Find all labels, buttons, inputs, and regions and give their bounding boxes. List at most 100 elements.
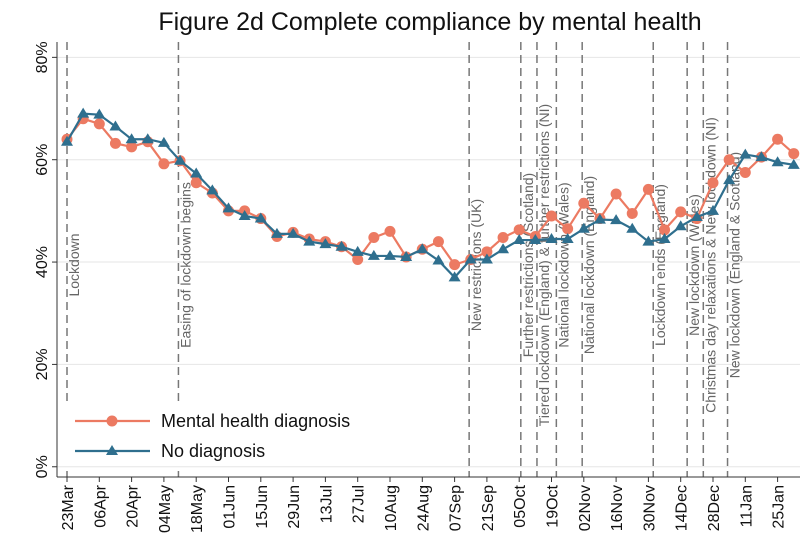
x-tick-label: 01Jun [222, 485, 239, 529]
point [351, 245, 364, 256]
point [157, 136, 170, 147]
y-tick-label: 60% [34, 144, 51, 176]
x-tick-label: 06Apr [92, 484, 109, 527]
x-tick-label: 10Aug [383, 485, 400, 531]
point [109, 137, 121, 149]
y-tick-label: 80% [34, 41, 51, 73]
point [222, 202, 235, 213]
legend-marker [106, 415, 118, 427]
point [158, 158, 170, 170]
point [546, 210, 557, 222]
point [788, 148, 800, 160]
point [125, 133, 138, 144]
annotation-text: New lockdown (Wales) [686, 194, 702, 336]
chart-title: Figure 2d Complete compliance by mental … [158, 8, 701, 36]
point [416, 243, 429, 254]
point [529, 234, 542, 245]
x-tick-label: 21Sep [480, 485, 497, 531]
point [723, 154, 735, 166]
point [755, 151, 768, 162]
point [61, 135, 73, 146]
point [319, 238, 332, 249]
point [497, 243, 510, 254]
x-tick-label: 07Sep [448, 485, 465, 531]
x-tick-label: 05Oct [512, 484, 529, 527]
x-tick-label: 23Mar [60, 484, 77, 530]
x-tick-label: 28Dec [706, 485, 723, 531]
point [739, 148, 752, 159]
point [481, 246, 493, 258]
point [658, 233, 671, 244]
annotation-text: Lockdown ends (England) [652, 184, 668, 346]
annotation-text: New lockdown (England & Scotland) [727, 152, 743, 378]
point [432, 254, 445, 265]
point [642, 183, 654, 195]
point [126, 141, 138, 153]
x-tick-label: 04May [157, 485, 174, 533]
annotation-text: Further restrictions (Scotland) [520, 173, 536, 357]
point [707, 177, 719, 189]
point [626, 222, 639, 233]
point [464, 253, 477, 264]
point [626, 207, 638, 219]
x-tick-label: 02Nov [577, 485, 594, 531]
x-tick-label: 24Aug [415, 485, 432, 531]
x-tick-label: 25Jan [771, 485, 788, 529]
x-tick-label: 19Oct [545, 484, 562, 527]
point [561, 233, 574, 244]
point [206, 184, 219, 195]
point [771, 156, 784, 167]
point [335, 240, 348, 251]
annotation-text: Easing of lockdown begins [177, 182, 193, 348]
point [141, 133, 154, 144]
point [254, 212, 267, 223]
point [384, 249, 396, 260]
point [610, 214, 623, 225]
point [674, 220, 687, 231]
series-line [66, 117, 795, 266]
point [739, 167, 751, 178]
x-tick-label: 27Jul [351, 485, 368, 523]
point [174, 154, 187, 165]
x-tick-label: 13Jul [318, 485, 335, 523]
x-tick-label: 20Apr [125, 484, 142, 527]
legend-label: Mental health diagnosis [161, 411, 350, 431]
point [723, 174, 736, 185]
x-tick-label: 30Nov [641, 485, 658, 531]
point [707, 204, 719, 215]
point [287, 227, 300, 238]
point [513, 234, 526, 245]
legend-box [65, 402, 395, 466]
point [659, 224, 671, 236]
point [562, 223, 574, 235]
point [480, 253, 493, 264]
x-tick-label: 16Nov [609, 485, 626, 531]
point [690, 211, 703, 222]
point [432, 236, 444, 248]
point [270, 227, 283, 238]
annotation-text: New restrictions (UK) [468, 199, 484, 331]
point [77, 107, 90, 118]
x-tick-label: 11Jan [738, 485, 755, 527]
point [93, 108, 106, 119]
point [772, 133, 784, 145]
point [190, 177, 202, 189]
point [642, 235, 655, 246]
point [303, 235, 316, 246]
annotation-text: Lockdown [66, 233, 82, 296]
x-tick-label: 14Dec [674, 485, 691, 531]
x-tick-label: 18May [189, 485, 206, 533]
point [610, 188, 622, 200]
point [448, 271, 461, 282]
point [238, 210, 251, 220]
point [109, 120, 122, 131]
point [578, 197, 590, 209]
point [787, 158, 800, 169]
x-tick-label: 29Jun [286, 485, 303, 529]
annotation-text: National lockdown (England) [581, 176, 597, 354]
x-tick-label: 15Jun [254, 485, 271, 529]
point [93, 118, 105, 130]
point [675, 206, 687, 218]
point [400, 250, 413, 261]
